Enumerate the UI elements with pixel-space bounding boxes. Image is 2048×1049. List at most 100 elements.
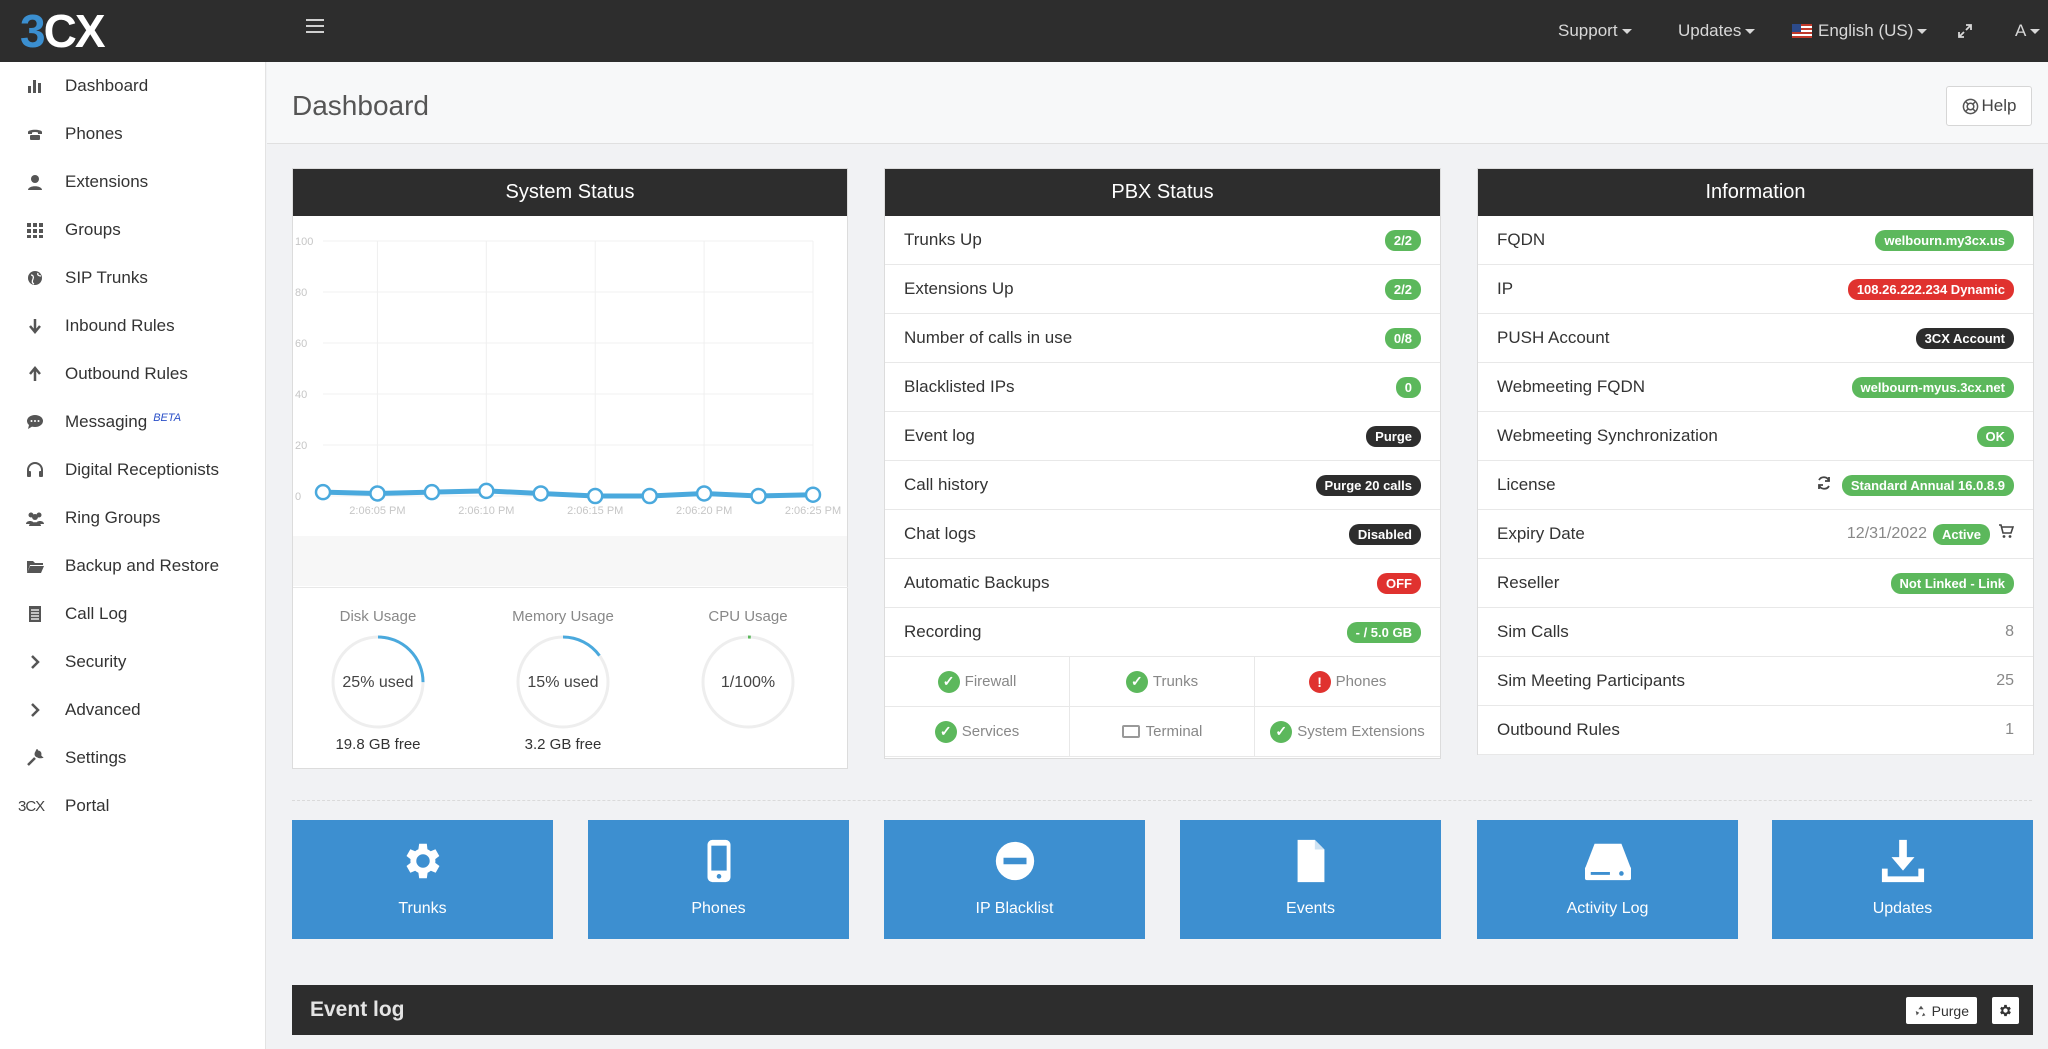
hamburger-menu-icon[interactable]: [306, 19, 324, 33]
caret-down-icon: [2030, 28, 2041, 34]
chart-x-tick-label: 2:06:05 PM: [349, 505, 405, 517]
memory-free-text: 3.2 GB free: [524, 736, 602, 753]
chart-point: [532, 485, 550, 502]
shopping-cart-icon[interactable]: [1998, 524, 2015, 544]
pbx-row-label: Event log: [904, 426, 975, 445]
tile-phones[interactable]: Phones: [588, 820, 849, 939]
sidebar-item-sip-trunks[interactable]: SIP Trunks: [0, 254, 266, 302]
sidebar-item-portal[interactable]: 3CX Portal: [0, 782, 266, 830]
information-title: Information: [1478, 169, 2033, 216]
sidebar-item-label: Groups: [65, 220, 121, 239]
pbx-row-badge[interactable]: Purge 20 calls: [1315, 474, 1421, 496]
sidebar-item-settings[interactable]: Settings: [0, 734, 266, 782]
tile-trunks[interactable]: Trunks: [292, 820, 553, 939]
info-row-value[interactable]: Not Linked - Link: [1890, 572, 2014, 594]
expiry-date-value: 12/31/2022: [1846, 525, 1927, 542]
pbx-row-badge: 0: [1395, 376, 1421, 398]
tile-events[interactable]: Events: [1180, 820, 1441, 939]
sidebar-item-advanced[interactable]: Advanced: [0, 686, 266, 734]
fullscreen-button[interactable]: [1957, 0, 1973, 62]
chart-point: [641, 487, 658, 505]
pbx-row-label: Chat logs: [904, 524, 976, 543]
messaging-label: Messaging: [65, 412, 148, 431]
event-log-settings-button[interactable]: [1992, 997, 2019, 1024]
language-label: English (US): [1818, 21, 1914, 40]
pbx-row-number-of-calls-in-use: Number of calls in use 0/8: [885, 314, 1440, 363]
event-log-bar: Event log Purge: [292, 985, 2033, 1035]
chart-y-tick-label: 20: [295, 440, 307, 452]
arrow-up-icon: [29, 366, 41, 381]
disk-free-text: 19.8 GB free: [335, 736, 421, 753]
3cx-logo[interactable]: 3CX: [20, 5, 105, 57]
sidebar-item-label: Digital Receptionists: [65, 460, 220, 479]
caret-down-icon: [1745, 28, 1756, 34]
tile-ip-blacklist[interactable]: IP Blacklist: [884, 820, 1145, 939]
sidebar-item-phones[interactable]: Phones: [0, 110, 266, 158]
information-rows: FQDN welbourn.my3cx.us IP 108.26.222.234 Dy…: [1478, 216, 2033, 755]
sidebar-item-outbound-rules[interactable]: Outbound Rules: [0, 350, 266, 398]
sidebar-item-digital-receptionists[interactable]: Digital Receptionists: [0, 446, 266, 494]
tile-activity-log[interactable]: Activity Log: [1477, 820, 1738, 939]
sidebar-item-inbound-rules[interactable]: Inbound Rules: [0, 302, 266, 350]
service-status-terminal: Terminal: [1070, 707, 1255, 757]
purge-event-log-button[interactable]: Purge: [1905, 997, 1977, 1024]
pbx-row-badge: 2/2: [1384, 229, 1421, 251]
sidebar-item-call-log[interactable]: Call Log: [0, 590, 266, 638]
sidebar-item-label: Backup and Restore: [65, 556, 220, 575]
service-status-label: Trunks: [1152, 673, 1199, 690]
pbx-row-label: Extensions Up: [904, 279, 1014, 298]
service-status-system-extensions: ✓ System Extensions: [1255, 707, 1440, 757]
beta-badge: BETA: [153, 412, 182, 424]
folder-icon: [27, 561, 44, 573]
language-menu[interactable]: English (US): [1792, 0, 1928, 62]
sidebar-item-label: Extensions: [65, 172, 149, 191]
updates-menu[interactable]: Updates: [1678, 0, 1756, 62]
info-row-fqdn: FQDN welbourn.my3cx.us: [1478, 216, 2033, 265]
sidebar-item-label: Phones: [65, 124, 123, 143]
system-status-chart: 100 80 60 40 20 0 2:06:05 PM 2:06:10 PM 2:06:15 …: [293, 236, 847, 586]
3cx-logo-icon: 3CX: [18, 797, 45, 815]
chart-y-tick-label: 60: [295, 338, 307, 350]
pbx-service-grid: ✓ Firewall ✓ Trunks! Phones ✓ Services Terminal…: [885, 657, 1440, 757]
sidebar-item-extensions[interactable]: Extensions: [0, 158, 266, 206]
sidebar-item-label: Ring Groups: [65, 508, 161, 527]
info-row-label: Sim Meeting Participants: [1497, 671, 1686, 690]
chart-point: [695, 485, 713, 502]
info-row-value-group: Not Linked - Link: [1890, 572, 2014, 594]
pbx-row-badge[interactable]: OFF: [1377, 572, 1421, 594]
gear-icon: [406, 843, 439, 879]
info-row-value-group: 25: [1996, 672, 2014, 690]
pbx-row-badge[interactable]: Purge: [1366, 425, 1421, 447]
info-row-value-group: 12/31/2022 Active: [1846, 523, 2015, 545]
sidebar-item-backup-and-restore[interactable]: Backup and Restore: [0, 542, 266, 590]
memory-usage-ring: [516, 635, 610, 729]
sidebar-item-groups[interactable]: Groups: [0, 206, 266, 254]
bar-chart-icon: [28, 80, 41, 93]
support-menu[interactable]: Support: [1558, 0, 1632, 62]
error-icon: !: [1308, 670, 1331, 693]
info-row-value: Active: [1932, 523, 1990, 545]
help-button[interactable]: Help: [1946, 86, 2032, 126]
info-row-label: Sim Calls: [1497, 622, 1569, 641]
info-row-value: 8: [2005, 623, 2014, 640]
pbx-row-badge[interactable]: Disabled: [1348, 523, 1421, 545]
user-menu[interactable]: A: [2015, 0, 2041, 62]
user-icon: [28, 175, 42, 190]
memory-usage-text: 15% used: [527, 674, 599, 691]
purge-label: Purge: [1931, 1002, 1969, 1019]
info-row-value: 25: [1996, 672, 2014, 689]
page-header: Dashboard Help: [267, 62, 2048, 144]
sidebar-item-messaging[interactable]: Messaging BETA: [0, 398, 266, 446]
sidebar-item-ring-groups[interactable]: Ring Groups: [0, 494, 266, 542]
info-row-value: 1: [2005, 721, 2014, 738]
info-row-value: OK: [1976, 425, 2014, 447]
cpu-usage-ring: [701, 635, 795, 729]
tile-updates[interactable]: Updates: [1772, 820, 2033, 939]
chart-footer-band: [293, 536, 847, 586]
chart-x-tick-label: 2:06:15 PM: [567, 505, 623, 517]
sidebar-item-security[interactable]: Security: [0, 638, 266, 686]
refresh-icon[interactable]: [1816, 475, 1832, 496]
service-status-label: System Extensions: [1297, 723, 1425, 740]
chart-point: [478, 482, 495, 500]
sidebar-item-dashboard[interactable]: Dashboard: [0, 62, 266, 110]
